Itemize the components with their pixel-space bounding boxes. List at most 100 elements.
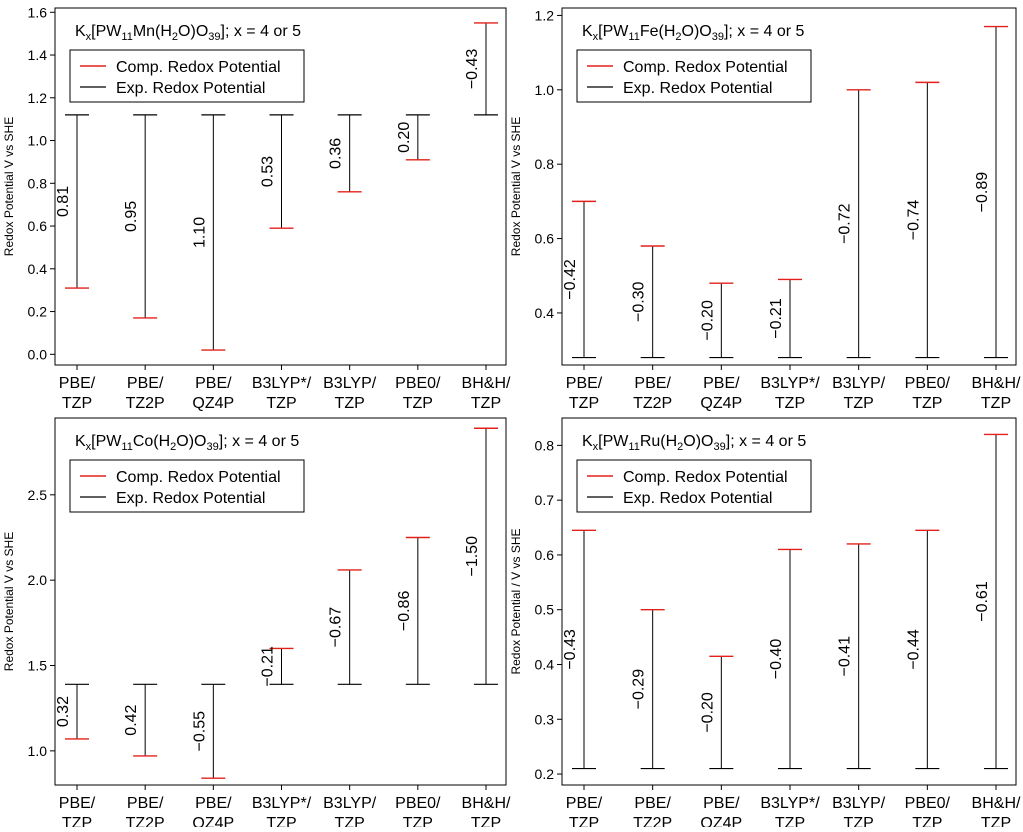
legend: Comp. Redox Potential Exp. Redox Potentia… xyxy=(576,459,812,513)
x-tick-label: TZP xyxy=(912,815,942,827)
y-tick-label: 0.6 xyxy=(535,547,555,563)
y-tick-label: 1.0 xyxy=(28,133,48,149)
x-tick-label: TZ2P xyxy=(126,815,165,827)
difference-label: −0.89 xyxy=(974,172,991,213)
y-axis-label: Redox Potential V vs SHE xyxy=(509,117,523,256)
x-tick-label: TZP xyxy=(569,395,599,412)
difference-label: −0.72 xyxy=(837,203,854,244)
y-tick-label: 0.2 xyxy=(28,304,48,320)
difference-label: −0.43 xyxy=(562,629,579,670)
y-tick-label: 0.4 xyxy=(535,656,555,672)
difference-label: −0.67 xyxy=(328,607,345,648)
x-tick-label: TZP xyxy=(266,815,296,827)
x-tick-label: TZP xyxy=(775,815,805,827)
x-tick-label: TZP xyxy=(471,815,501,827)
chart-title: Kx[PW11Co(H2O)O39]; x = 4 or 5 xyxy=(75,433,299,453)
difference-label: −0.43 xyxy=(464,49,481,90)
x-tick-label: PBE/ xyxy=(634,795,671,812)
y-tick-label: 0.5 xyxy=(535,602,555,618)
x-tick-label: B3LYP*/ xyxy=(252,795,312,812)
chart-title: Kx[PW11Ru(H2O)O39]; x = 4 or 5 xyxy=(582,433,806,453)
x-tick-label: TZP xyxy=(981,395,1011,412)
y-tick-label: 0.6 xyxy=(28,218,48,234)
x-tick-label: BH&H/ xyxy=(972,375,1021,392)
legend-label-exp: Exp. Redox Potential xyxy=(116,80,265,97)
x-tick-label: BH&H/ xyxy=(462,795,511,812)
difference-label: −0.21 xyxy=(768,298,785,339)
difference-label: 1.10 xyxy=(191,217,208,248)
legend-box xyxy=(576,459,812,513)
x-tick-label: TZP xyxy=(335,395,365,412)
x-tick-label: B3LYP/ xyxy=(323,375,377,392)
x-tick-label: PBE/ xyxy=(59,375,96,392)
x-tick-label: PBE/ xyxy=(566,795,603,812)
difference-label: −0.86 xyxy=(396,591,413,632)
x-tick-label: B3LYP*/ xyxy=(760,795,820,812)
y-tick-label: 1.0 xyxy=(535,82,555,98)
plot-frame xyxy=(561,417,1017,786)
x-tick-label: B3LYP/ xyxy=(832,375,886,392)
legend: Comp. Redox Potential Exp. Redox Potentia… xyxy=(69,49,305,103)
x-tick-label: PBE/ xyxy=(59,795,96,812)
x-tick-label: TZP xyxy=(844,815,874,827)
x-tick-label: PBE0/ xyxy=(905,375,951,392)
y-tick-label: 1.2 xyxy=(535,7,555,23)
x-tick-label: BH&H/ xyxy=(972,795,1021,812)
x-tick-label: TZP xyxy=(62,395,92,412)
difference-label: −0.42 xyxy=(562,259,579,300)
legend-label-exp: Exp. Redox Potential xyxy=(623,80,772,97)
y-tick-label: 1.0 xyxy=(28,743,48,759)
difference-label: 0.53 xyxy=(260,156,277,187)
legend-box xyxy=(69,459,305,513)
x-tick-label: TZP xyxy=(403,395,433,412)
legend-box xyxy=(576,49,812,103)
x-tick-label: TZP xyxy=(912,395,942,412)
difference-label: −0.40 xyxy=(768,639,785,680)
y-tick-label: 0.6 xyxy=(535,231,555,247)
y-tick-label: 0.3 xyxy=(535,711,555,727)
x-tick-label: PBE/ xyxy=(634,375,671,392)
chart-title: Kx[PW11Mn(H2O)O39]; x = 4 or 5 xyxy=(75,23,301,43)
difference-label: 0.36 xyxy=(328,138,345,169)
difference-label: −0.61 xyxy=(974,581,991,622)
difference-label: 0.95 xyxy=(123,201,140,232)
x-tick-label: TZP xyxy=(775,395,805,412)
y-tick-label: 0.4 xyxy=(28,261,48,277)
plot-frame xyxy=(54,417,507,786)
x-tick-label: PBE/ xyxy=(195,375,232,392)
difference-label: −0.21 xyxy=(260,646,277,687)
legend: Comp. Redox Potential Exp. Redox Potentia… xyxy=(576,49,812,103)
x-tick-label: PBE0/ xyxy=(395,795,441,812)
difference-label: −0.30 xyxy=(631,281,648,322)
legend-label-comp: Comp. Redox Potential xyxy=(623,469,788,486)
x-tick-label: PBE/ xyxy=(703,375,740,392)
difference-label: −0.20 xyxy=(699,692,716,733)
difference-label: 0.20 xyxy=(396,122,413,153)
y-tick-label: 1.2 xyxy=(28,90,48,106)
difference-label: −0.44 xyxy=(905,629,922,670)
legend: Comp. Redox Potential Exp. Redox Potentia… xyxy=(69,459,305,513)
x-tick-label: TZ2P xyxy=(633,815,672,827)
y-tick-label: 1.5 xyxy=(28,658,48,674)
x-tick-label: PBE0/ xyxy=(395,375,441,392)
difference-label: −0.74 xyxy=(905,200,922,241)
x-tick-label: PBE/ xyxy=(127,375,164,392)
chart-panel-3: 1.0 1.5 2.0 2.5 Redox Potential V vs SHE PBE/… xyxy=(2,417,511,832)
x-tick-label: TZP xyxy=(266,395,296,412)
y-tick-label: 2.0 xyxy=(28,572,48,588)
legend-label-exp: Exp. Redox Potential xyxy=(116,490,265,507)
x-tick-label: BH&H/ xyxy=(462,375,511,392)
x-tick-label: TZP xyxy=(844,395,874,412)
plot-frame xyxy=(561,7,1017,366)
x-tick-label: PBE/ xyxy=(195,795,232,812)
x-tick-label: TZP xyxy=(403,815,433,827)
x-tick-label: PBE/ xyxy=(703,795,740,812)
legend-label-comp: Comp. Redox Potential xyxy=(116,469,281,486)
y-tick-label: 0.8 xyxy=(535,156,555,172)
x-tick-label: PBE/ xyxy=(127,795,164,812)
difference-label: −1.50 xyxy=(464,536,481,577)
y-tick-label: 0.8 xyxy=(28,175,48,191)
y-tick-label: 2.5 xyxy=(28,487,48,503)
